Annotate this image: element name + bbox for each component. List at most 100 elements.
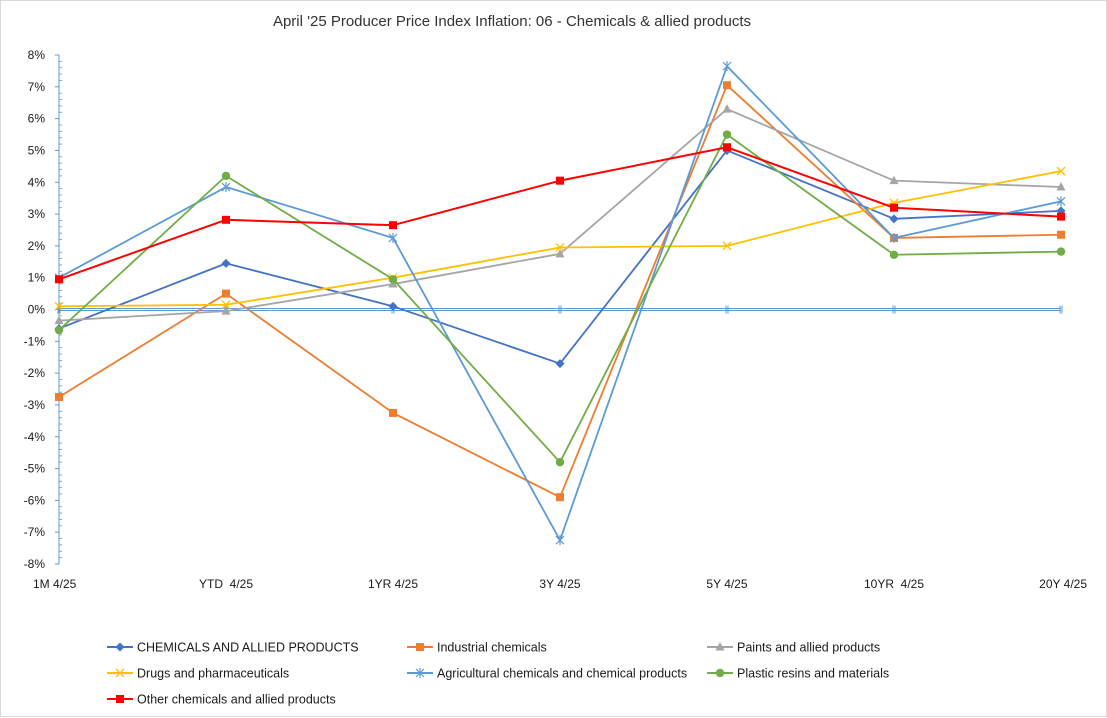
data-point — [555, 359, 565, 369]
data-point — [221, 182, 231, 193]
data-point — [889, 214, 899, 224]
legend-label: Plastic resins and materials — [737, 667, 889, 681]
x-tick-label: 1YR 4/25 — [368, 577, 418, 591]
series-0 — [54, 145, 1066, 369]
x-tick-label: 5Y 4/25 — [706, 577, 747, 591]
data-point — [555, 535, 565, 546]
marker-stroke — [555, 243, 565, 252]
marker-stroke — [54, 301, 64, 311]
data-point — [222, 289, 230, 298]
x-tick-label: 20Y 4/25 — [1039, 577, 1087, 591]
data-point — [722, 130, 732, 139]
marker-stroke — [221, 300, 231, 310]
y-tick-label: 7% — [28, 80, 46, 94]
x-tick-label: 10YR 4/25 — [864, 577, 924, 591]
legend-label: Paints and allied products — [737, 641, 880, 655]
data-point — [388, 232, 398, 243]
data-point — [889, 232, 899, 243]
series-3 — [54, 166, 1066, 311]
data-point — [388, 275, 398, 284]
data-point — [722, 104, 732, 113]
data-point — [1056, 182, 1066, 191]
legend-marker — [116, 695, 124, 703]
legend-label: Agricultural chemicals and chemical prod… — [437, 667, 687, 681]
legend-item: Other chemicals and allied products — [107, 693, 336, 707]
legend-item: Drugs and pharmaceuticals — [107, 667, 289, 681]
data-point — [55, 275, 63, 284]
data-point — [54, 315, 64, 325]
legend-label: Industrial chemicals — [437, 641, 547, 655]
data-point — [221, 258, 231, 268]
data-point — [722, 241, 732, 251]
legend-label: Other chemicals and allied products — [137, 693, 336, 707]
series-line — [58, 108, 1062, 322]
series-line — [58, 84, 1062, 499]
data-point — [54, 301, 64, 311]
axes-layer: -8% -7% -6% -5% -4% -3% -2% -1% 0% 1% 2% 3% 4% 5% 6% 7%… — [24, 48, 1088, 591]
y-tick-label: 1% — [28, 271, 46, 285]
series-2 — [54, 104, 1066, 325]
series-line — [58, 146, 1062, 281]
x-tick-label: YTD 4/25 — [199, 577, 253, 591]
legend-marker — [115, 642, 125, 652]
legend-item: Plastic resins and materials — [707, 667, 889, 681]
legend-item: CHEMICALS AND ALLIED PRODUCTS — [107, 641, 359, 655]
data-point — [221, 300, 231, 310]
data-point — [221, 171, 231, 181]
y-tick-label: 4% — [28, 175, 46, 189]
data-point — [1056, 196, 1066, 207]
data-point — [1057, 212, 1065, 221]
legend-item: Agricultural chemicals and chemical prod… — [407, 667, 687, 681]
data-point — [388, 301, 398, 311]
marker-stroke — [115, 668, 125, 678]
y-tick-label: 2% — [28, 239, 46, 253]
legend-marker — [115, 668, 125, 678]
data-point — [389, 221, 397, 230]
data-point — [556, 176, 564, 185]
data-point — [55, 392, 63, 401]
y-tick-label: -6% — [24, 493, 46, 507]
legend-item: Industrial chemicals — [407, 641, 547, 655]
marker-stroke — [722, 241, 732, 251]
data-point — [221, 306, 231, 315]
y-tick-label: 3% — [28, 207, 46, 221]
data-point — [54, 325, 64, 335]
y-tick-label: -2% — [24, 366, 46, 380]
legend-marker — [715, 668, 725, 678]
y-tick-label: -4% — [24, 430, 46, 444]
data-point — [555, 248, 565, 258]
data-point — [556, 493, 564, 502]
series-layer — [54, 61, 1066, 546]
data-point — [222, 215, 230, 224]
legend-marker — [715, 642, 725, 651]
data-point — [889, 250, 899, 259]
data-point — [1056, 166, 1066, 176]
series-4 — [54, 61, 1066, 546]
legend-marker — [415, 668, 425, 678]
marker-stroke — [1056, 166, 1066, 176]
series-1 — [55, 81, 1065, 502]
data-point — [1056, 247, 1066, 256]
data-point — [555, 243, 565, 252]
chart-title: April '25 Producer Price Index Inflation… — [273, 13, 751, 30]
series-5 — [54, 130, 1066, 467]
y-tick-label: 5% — [28, 143, 46, 157]
legend-label: CHEMICALS AND ALLIED PRODUCTS — [137, 641, 359, 655]
legend-marker — [416, 643, 424, 651]
data-point — [722, 61, 732, 72]
y-tick-label: 6% — [28, 112, 46, 126]
y-tick-label: -3% — [24, 398, 46, 412]
series-6 — [55, 143, 1065, 284]
data-point — [723, 143, 731, 152]
data-point — [723, 81, 731, 90]
x-tick-label: 1M 4/25 — [33, 577, 77, 591]
y-tick-label: -1% — [24, 334, 46, 348]
y-tick-label: -8% — [24, 557, 46, 571]
y-tick-label: 8% — [28, 48, 46, 62]
data-point — [389, 408, 397, 417]
y-tick-label: -7% — [24, 525, 46, 539]
data-point — [555, 458, 565, 467]
legend-item: Paints and allied products — [707, 641, 880, 655]
